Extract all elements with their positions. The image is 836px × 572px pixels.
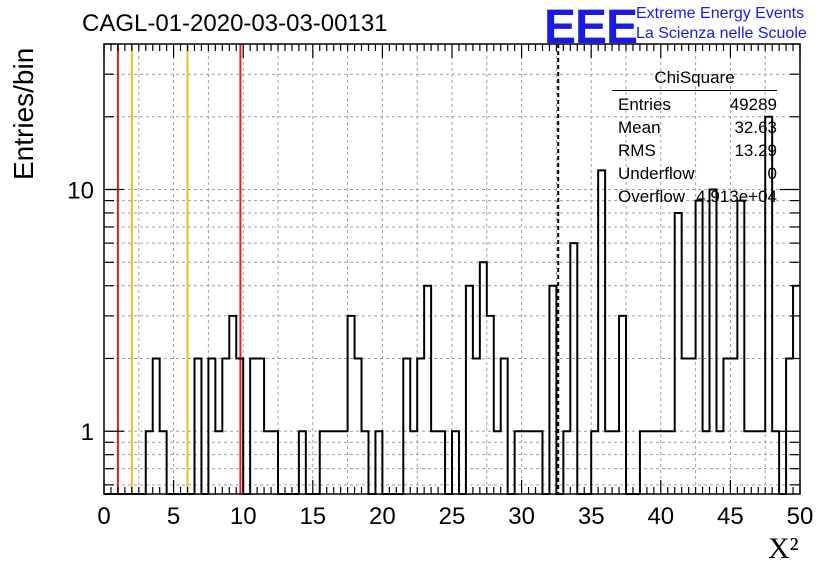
x-tick-label: 10 (230, 503, 257, 530)
stats-box: ChiSquare Entries 49289 Mean 32.63 RMS 13.2… (612, 68, 777, 208)
x-tick-label: 25 (439, 503, 466, 530)
x-tick-label: 35 (578, 503, 605, 530)
x-tick-label: 45 (717, 503, 744, 530)
x-tick-label: 50 (787, 503, 814, 530)
x-tick-label: 40 (647, 503, 674, 530)
stats-value: 13.29 (734, 141, 777, 160)
stats-title: ChiSquare (612, 68, 777, 91)
stats-value: 0 (767, 164, 777, 183)
x-axis: 0 5 10 15 20 25 30 35 40 45 50 (97, 44, 813, 530)
x-tick-label: 30 (508, 503, 535, 530)
x-tick-label: 0 (97, 503, 110, 530)
stats-label: Entries (618, 95, 671, 114)
stats-row: Underflow 0 (612, 162, 777, 185)
stats-label: RMS (618, 141, 656, 160)
y-tick-label: 10 (67, 178, 94, 205)
y-axis-label: Entries/bin (8, 47, 39, 180)
logo-line-2: La Scienza nelle Scuole (636, 25, 807, 42)
stats-value: 4.913e+04 (696, 187, 777, 206)
stats-value: 49289 (729, 95, 777, 114)
stats-row: Mean 32.63 (612, 116, 777, 139)
eee-logo: EEE (544, 1, 638, 54)
y-tick-label: 1 (81, 419, 94, 446)
stats-value: 32.63 (734, 118, 777, 137)
stats-label: Mean (618, 118, 661, 137)
x-axis-label: X² (768, 532, 799, 565)
stats-row: RMS 13.29 (612, 139, 777, 162)
x-tick-label: 5 (167, 503, 180, 530)
x-tick-label: 15 (299, 503, 326, 530)
logo-line-1: Extreme Energy Events (636, 5, 805, 22)
stats-label: Underflow (618, 164, 695, 183)
y-axis: 1 10 (67, 43, 800, 486)
reference-lines (116, 44, 560, 494)
chart-title: CAGL-01-2020-03-03-00131 (82, 10, 388, 37)
stats-row: Overflow 4.913e+04 (612, 185, 777, 208)
stats-label: Overflow (618, 187, 686, 206)
logo-caption: Extreme Energy Events La Scienza nelle S… (636, 4, 807, 44)
stats-row: Entries 49289 (612, 93, 777, 116)
x-tick-label: 20 (369, 503, 396, 530)
